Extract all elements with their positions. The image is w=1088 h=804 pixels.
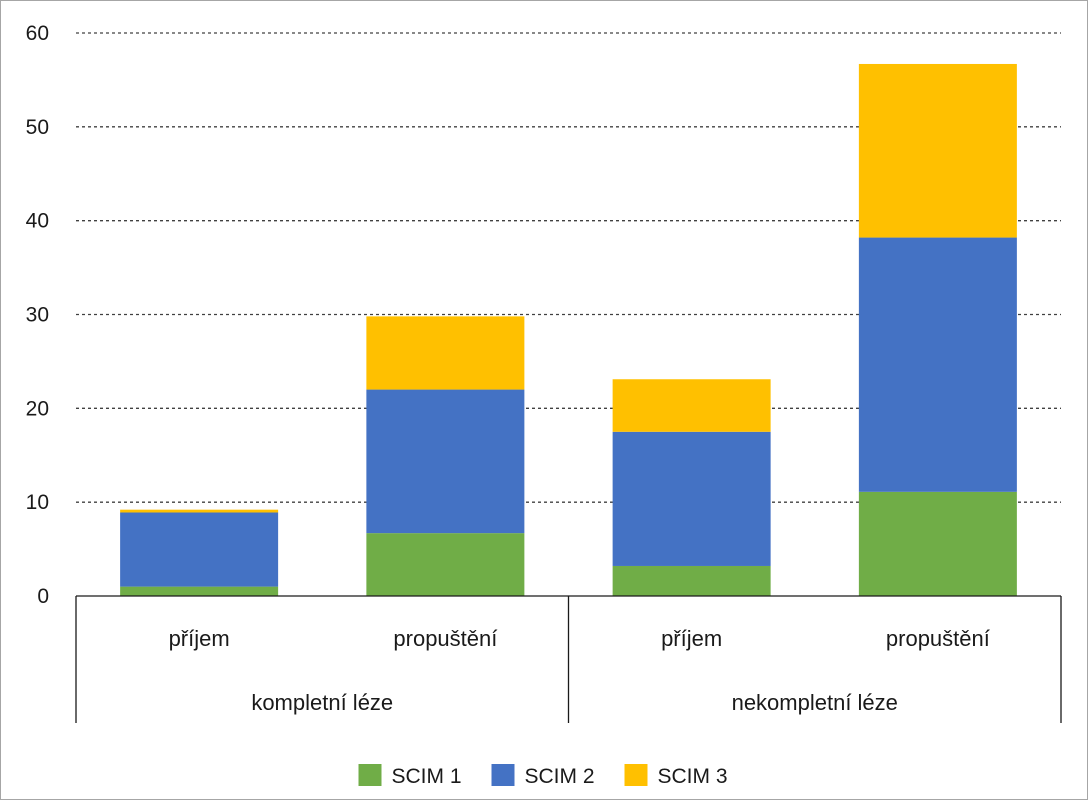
x-category-label: propuštění [886,626,990,651]
legend-label: SCIM 2 [525,765,595,788]
y-tick-label: 30 [26,304,49,327]
x-category-label: příjem [169,626,230,651]
y-tick-label: 60 [26,22,49,45]
bar-segment [858,491,1017,596]
x-axis: příjem propuštění příjem propuštění kompletn… [75,595,1062,723]
legend-swatch [358,764,382,786]
y-tick-label: 0 [37,585,49,608]
bar-segment [120,512,279,587]
x-group-label: kompletní léze [251,690,393,715]
bar-segment [366,389,525,534]
x-category-label: propuštění [393,626,497,651]
legend-label: SCIM 3 [658,765,728,788]
y-axis-ticks: 0 10 20 30 40 50 60 [26,22,49,608]
bar-segment [120,509,279,513]
bar-segment [612,379,771,432]
bar-segment [858,237,1017,492]
x-group-label: nekompletní léze [732,690,898,715]
legend-label: SCIM 1 [392,765,462,788]
y-tick-label: 10 [26,491,49,514]
legend: SCIM 1 SCIM 2 SCIM 3 [358,764,728,788]
legend-swatch [624,764,648,786]
bars [120,63,1017,596]
legend-swatch [491,764,515,786]
y-tick-label: 20 [26,397,49,420]
x-category-label: příjem [661,626,722,651]
bar-segment [120,586,279,596]
bar-segment [612,565,771,596]
gridlines [76,32,1061,503]
bar-segment [858,63,1017,238]
y-tick-label: 50 [26,116,49,139]
bar-segment [612,431,771,566]
bar-segment [366,533,525,596]
bar-segment [366,316,525,390]
y-tick-label: 40 [26,210,49,233]
